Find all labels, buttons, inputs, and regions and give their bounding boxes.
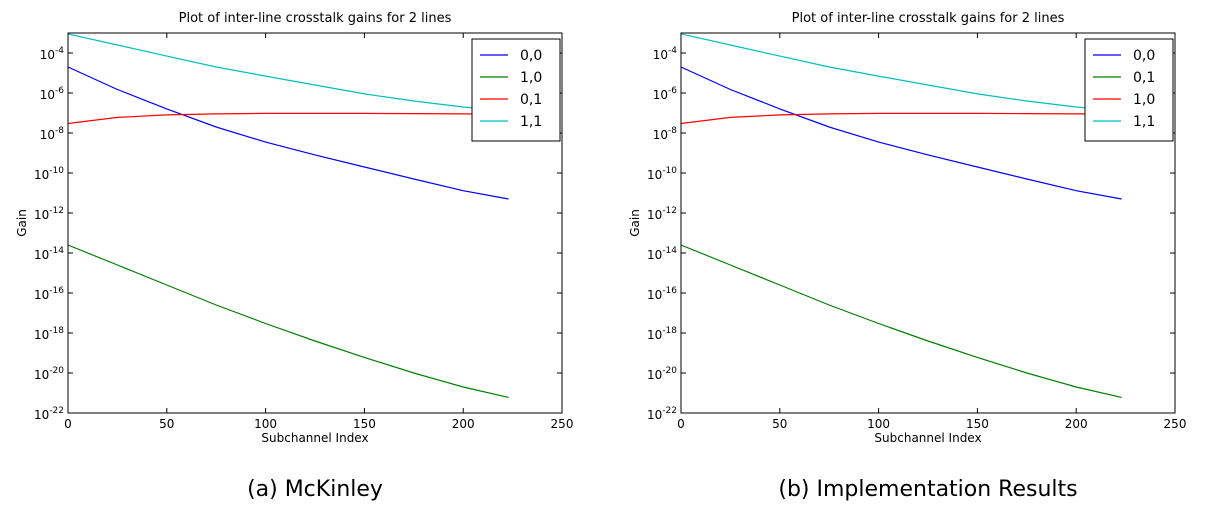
chart-a-x-tick-label-0: 0 [64,417,72,431]
chart-b-series-line-0 [681,66,1122,200]
chart-b-x-tick-label-1: 50 [772,417,787,431]
chart-a-x-axis-label: Subchannel Index [261,431,368,445]
chart-a-x-tick-label-1: 50 [159,417,174,431]
chart-a-legend-label-1: 1,0 [520,70,542,86]
chart-b-x-axis-label: Subchannel Index [874,431,981,445]
chart-b-y-tick-label-4: 10-12 [647,206,677,222]
chart-b-legend-label-2: 1,0 [1133,92,1155,108]
chart-a-legend: 0,0 1,0 0,1 1,1 [471,38,561,142]
chart-b-legend: 0,0 0,1 1,0 1,1 [1084,38,1174,142]
chart-b-y-tick-label-7: 10-18 [647,326,677,342]
chart-panel-b: Plot of inter-line crosstalk gains for 2… [613,0,1226,518]
chart-b-y-tick-label-6: 10-16 [647,286,677,302]
chart-a-legend-box [471,38,561,142]
chart-a-y-tick-label-8: 10-20 [34,366,64,382]
chart-b-series-line-1 [681,244,1122,398]
chart-b-series-line-2 [681,112,1122,125]
chart-a-caption: (a) McKinley [247,477,383,502]
chart-a-x-tick-label-3: 150 [353,417,376,431]
chart-a-y-axis-label: Gain [15,209,29,237]
chart-b-legend-label-0: 0,0 [1133,48,1155,64]
chart-b-x-tick-label-3: 150 [966,417,989,431]
chart-a-y-tick-label-0: 10-4 [40,46,65,62]
chart-a-y-tick-label-3: 10-10 [34,166,64,182]
chart-b: Plot of inter-line crosstalk gains for 2… [628,11,1187,502]
chart-b-y-tick-label-8: 10-20 [647,366,677,382]
chart-a-x-tick-label-4: 200 [452,417,475,431]
chart-a-y-tick-label-7: 10-18 [34,326,64,342]
chart-b-legend-box [1084,38,1174,142]
chart-b-y-tick-label-2: 10-8 [653,126,678,142]
chart-a-y-tick-label-1: 10-6 [40,86,65,102]
chart-panel-a: Plot of inter-line crosstalk gains for 2… [15,11,574,502]
chart-a-plot-frame [67,32,563,414]
chart-a-series-line-2 [68,112,509,125]
chart-b-y-axis-label: Gain [628,209,642,237]
chart-a-x-tick-label-2: 100 [254,417,277,431]
chart-b-title: Plot of inter-line crosstalk gains for 2… [792,11,1065,26]
chart-a-series-line-3 [68,33,509,112]
chart-a-legend-label-3: 1,1 [520,114,542,130]
chart-b-y-tick-label-1: 10-6 [653,86,678,102]
chart-b-x-tick-label-0: 0 [677,417,685,431]
chart-b-y-tick-label-5: 10-14 [647,246,677,262]
chart-b-series-group [681,33,1122,398]
chart-a-title: Plot of inter-line crosstalk gains for 2… [179,11,452,26]
chart-a-y-tick-label-5: 10-14 [34,246,64,262]
chart-b-y-tick-label-0: 10-4 [653,46,678,62]
chart-a-x-tick-label-5: 250 [551,417,574,431]
chart-a: Plot of inter-line crosstalk gains for 2… [15,11,574,502]
chart-a-y-tick-label-9: 10-22 [34,406,64,422]
chart-a-series-group [68,33,509,398]
chart-a-y-tick-label-6: 10-16 [34,286,64,302]
chart-b-x-tick-label-5: 250 [1164,417,1187,431]
chart-b-x-tick-label-2: 100 [867,417,890,431]
chart-b-plot-frame [680,32,1176,414]
chart-b-legend-label-3: 1,1 [1133,114,1155,130]
chart-a-y-tick-label-4: 10-12 [34,206,64,222]
chart-a-series-line-1 [68,244,509,398]
chart-a-series-line-0 [68,66,509,200]
chart-b-y-tick-label-3: 10-10 [647,166,677,182]
chart-a-y-tick-label-2: 10-8 [40,126,65,142]
chart-b-caption: (b) Implementation Results [778,477,1077,502]
chart-b-legend-label-1: 0,1 [1133,70,1155,86]
chart-b-y-tick-label-9: 10-22 [647,406,677,422]
chart-b-series-line-3 [681,33,1122,112]
chart-a-legend-label-0: 0,0 [520,48,542,64]
chart-a-legend-label-2: 0,1 [520,92,542,108]
chart-b-x-tick-label-4: 200 [1065,417,1088,431]
